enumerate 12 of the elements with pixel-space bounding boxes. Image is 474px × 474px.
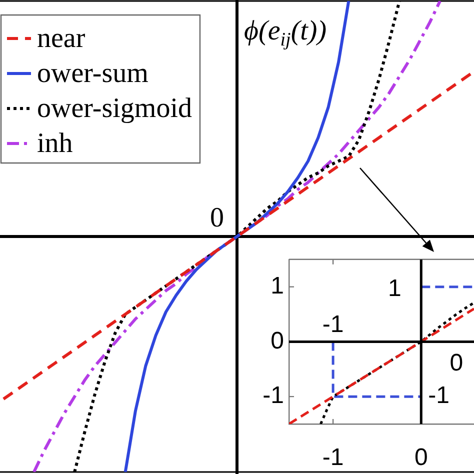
annotation: 0 — [210, 202, 224, 234]
annotation: 0 — [450, 349, 464, 376]
legend-label: inh — [37, 128, 73, 159]
legend-label: ower-sigmoid — [37, 92, 192, 124]
y-tick-label: -1 — [262, 382, 284, 410]
y-tick-label: 0 — [270, 327, 284, 354]
y-tick-label: 1 — [270, 272, 284, 300]
legend-label: ower-sum — [37, 58, 149, 89]
legend-label: near — [37, 22, 86, 54]
annotation: -1 — [322, 310, 344, 338]
annotation: -1 — [428, 382, 450, 410]
annotation: 1 — [388, 275, 402, 302]
